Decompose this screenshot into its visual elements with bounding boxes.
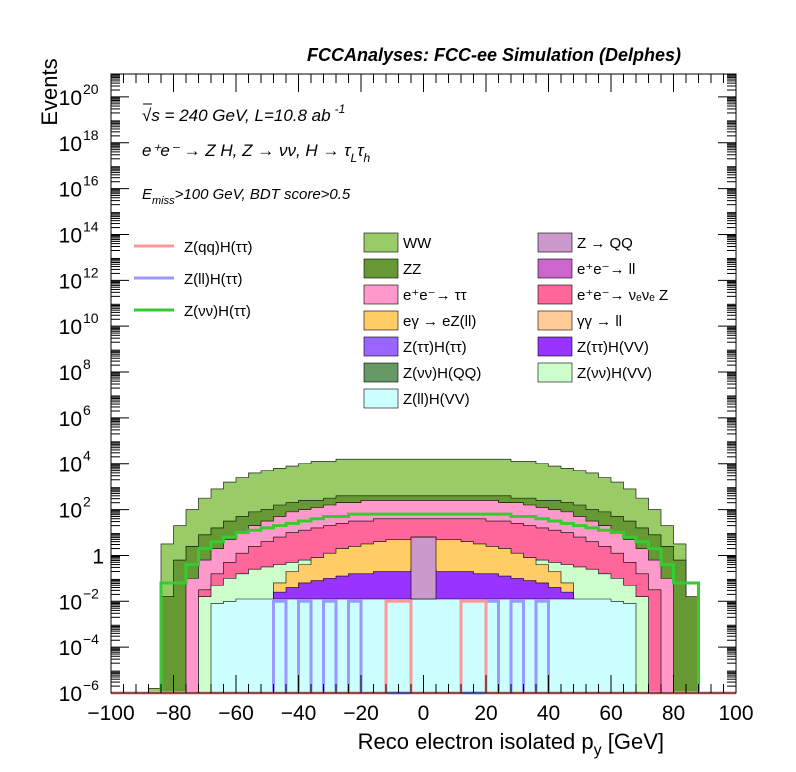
legend-box-swatch [363,284,399,305]
legend-label: Z(νν)H(QQ) [403,365,481,382]
histogram-stack [111,458,736,694]
legend-label: Z(ττ)H(VV) [577,339,649,356]
x-tick-label: 0 [418,702,430,725]
x-tick-label: −60 [218,702,254,725]
legend-box-swatch [537,232,573,253]
y-tick-label: 10 [59,179,82,202]
legend-label: Z → QQ [577,235,633,252]
legend-label: Z(νν)H(VV) [577,365,652,382]
x-axis-label-sub: y [594,742,602,759]
legend-label: eγ → eZ(ll) [403,313,476,330]
legend-label: ZZ [403,261,421,278]
cut-label: Emiss>100 GeV, BDT score>0.5 [142,186,351,207]
legend-label: Z(ll)H(VV) [403,391,470,408]
x-tick-label: −100 [87,702,134,725]
line-series-z-h- [111,512,736,695]
y-tick-label: 10 [59,500,82,523]
legend-label: Z(qq)H(ττ) [184,239,253,256]
x-tick-label: −80 [156,702,192,725]
y-tick-label: 10 [59,224,82,247]
y-tick-label: 10 [59,637,82,660]
legend: Z(qq)H(ττ) Z(ll)H(ττ) Z(νν)H(ττ) WW ZZ e⁺e⁻→ … [134,232,668,409]
y-tick-label: 10 [59,591,82,614]
y-tick-exponent: 12 [83,264,99,280]
x-tick-label: 60 [599,702,622,725]
legend-label: Z(ττ)H(ττ) [403,339,467,356]
x-tick-label: 80 [662,702,685,725]
x-tick-label: 20 [474,702,497,725]
y-tick-label: 10 [59,87,82,110]
x-tick-label: 100 [718,702,753,725]
y-tick-label: 10 [59,408,82,431]
x-axis-label-unit: [GeV] [602,729,664,754]
y-tick-exponent: 6 [83,402,91,418]
legend-box-swatch [537,310,573,331]
y-tick-exponent: −2 [83,585,99,601]
legend-box-swatch [537,258,573,279]
y-tick-label: 1 [92,545,104,568]
cut-tail: >100 GeV, BDT score>0.5 [175,186,351,203]
x-axis: −100 −80 −60 −40 −20 0 20 40 60 80 100 [87,74,754,725]
y-tick-label: 10 [59,683,82,706]
energy-sup: -1 [335,102,346,116]
y-tick-label: 10 [59,133,82,156]
y-tick-label: 10 [59,270,82,293]
legend-box-swatch [363,388,399,409]
process-label: e⁺e⁻ → Z H, Z → νν, H → τLτh [142,141,371,165]
legend-box-swatch [537,284,573,305]
legend-label: WW [403,235,432,252]
legend-box-swatch [537,362,573,383]
x-axis-label: Reco electron isolated py [GeV] [358,729,664,759]
y-tick-exponent: 2 [83,494,91,510]
x-axis-label-main: Reco electron isolated p [358,729,594,754]
x-tick-label: −40 [281,702,317,725]
energy-label: √s = 240 GeV, L=10.8 ab -1 [142,102,345,125]
bar-series-z-qq [410,536,437,600]
y-tick-exponent: 4 [83,448,91,464]
legend-label: e⁺e⁻→ ττ [403,287,467,304]
legend-label: e⁺e⁻→ ll [577,261,635,278]
x-tick-label: 40 [537,702,560,725]
y-tick-exponent: 10 [83,310,99,326]
process-tail: τ [357,141,365,160]
legend-label: e⁺e⁻→ νₑνₑ Z [577,287,668,304]
cut-text: E [142,186,153,203]
process-sub2: h [364,151,371,165]
legend-box-swatch [537,336,573,357]
y-tick-label: 10 [59,316,82,339]
legend-label: Z(ll)H(ττ) [184,271,243,288]
x-tick-label: −20 [343,702,379,725]
legend-box-swatch [363,232,399,253]
y-axis-label: Events [37,58,62,125]
y-tick-exponent: 14 [83,218,99,234]
y-tick-exponent: 20 [83,81,99,97]
legend-label: γγ → ll [577,313,622,330]
chart-title: FCCAnalyses: FCC-ee Simulation (Delphes) [307,45,681,65]
legend-box-swatch [363,310,399,331]
y-tick-exponent: −4 [83,631,99,647]
energy-text: √s = 240 GeV, L=10.8 ab [142,106,331,125]
y-tick-exponent: 16 [83,173,99,189]
legend-box-swatch [363,258,399,279]
y-tick-label: 10 [59,362,82,385]
y-tick-exponent: −6 [83,677,99,693]
annotations: √s = 240 GeV, L=10.8 ab -1 e⁺e⁻ → Z H, Z … [142,102,371,207]
legend-label: Z(νν)H(ττ) [184,303,251,320]
cut-sub: miss [152,195,175,207]
process-sub1: L [351,151,358,165]
legend-box-swatch [363,336,399,357]
y-tick-label: 10 [59,454,82,477]
y-tick-exponent: 18 [83,127,99,143]
legend-box-swatch [363,362,399,383]
y-tick-exponent: 8 [83,356,91,372]
process-text: e⁺e⁻ → Z H, Z → νν, H → τ [142,141,352,160]
